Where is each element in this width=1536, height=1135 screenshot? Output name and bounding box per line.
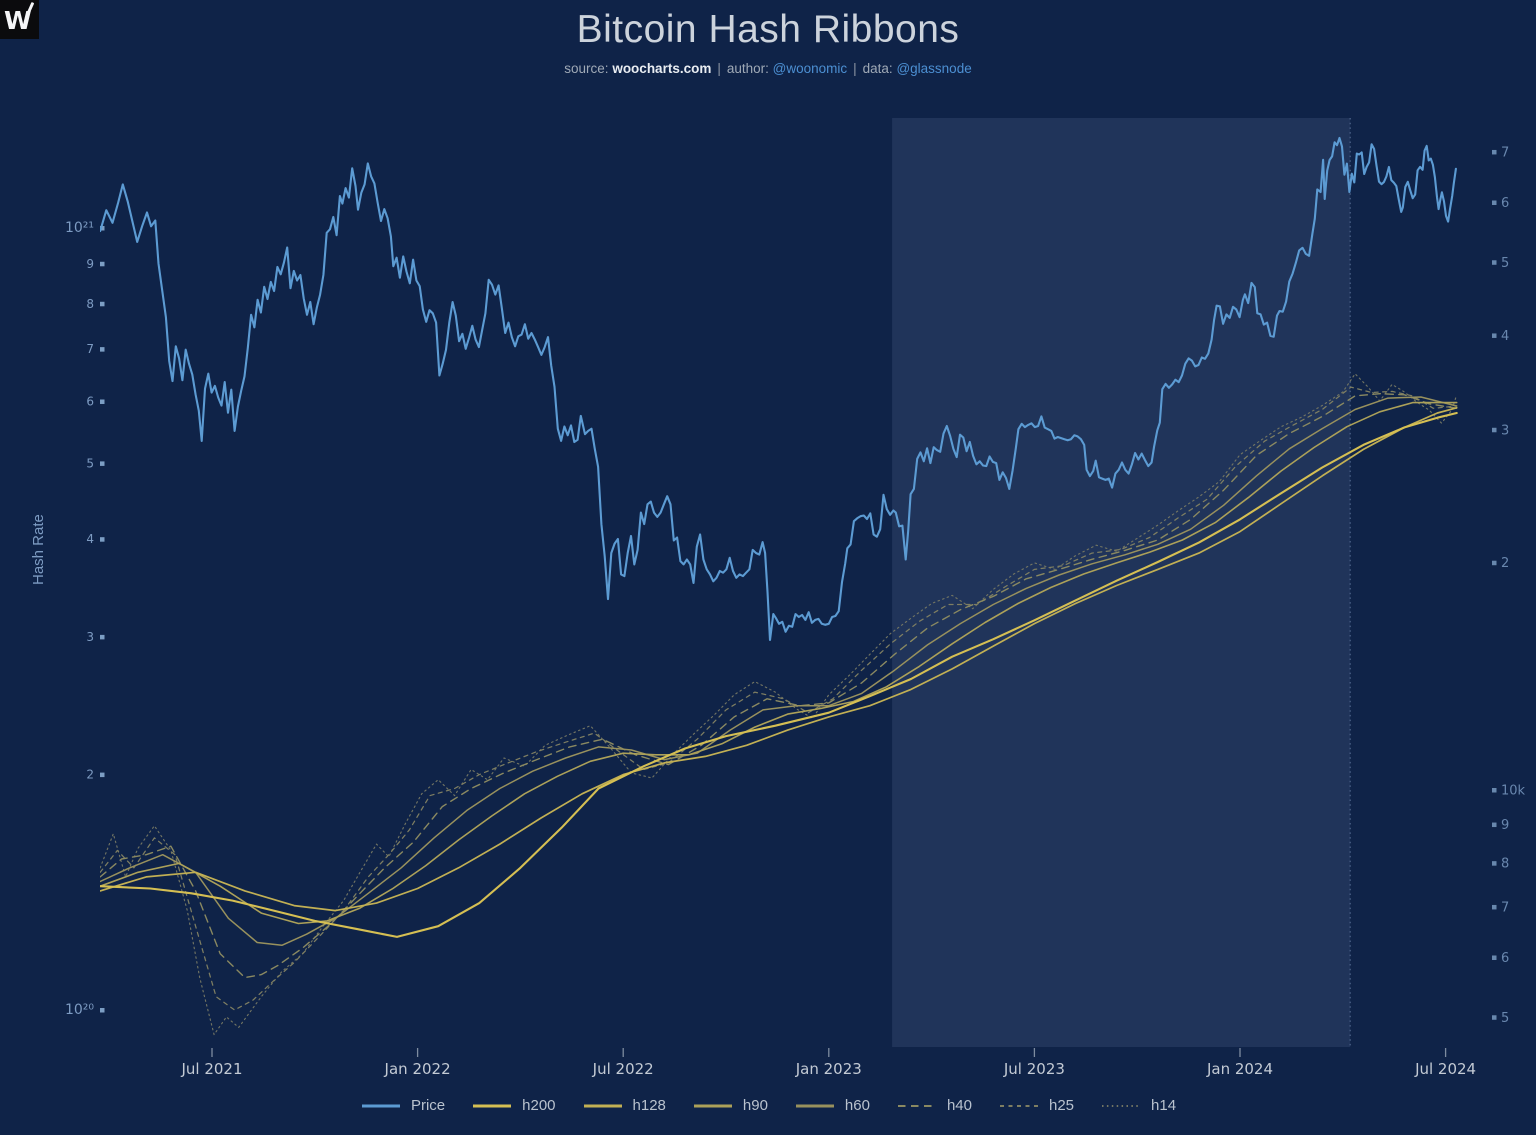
x-tick-label: Jul 2022 (592, 1060, 654, 1078)
y-right-tick-mark (1492, 560, 1497, 566)
y-left-tick-label: 10²⁰ (65, 1002, 94, 1018)
y-left-tick-mark (100, 261, 105, 267)
y-right-tick-label: 7 (1501, 145, 1509, 160)
divider-2: | (853, 61, 857, 76)
y-right-tick-label: 9 (1501, 818, 1509, 833)
legend-item-h200[interactable]: h200 (471, 1097, 556, 1114)
legend-item-h14[interactable]: h14 (1100, 1097, 1176, 1114)
source-label: source: (564, 61, 609, 76)
legend-item-h128[interactable]: h128 (582, 1097, 666, 1114)
y-right-tick-label: 3 (1501, 423, 1509, 438)
legend-label-h90: h90 (742, 1097, 768, 1114)
highlight-region (892, 118, 1351, 1047)
legend-label-h128: h128 (632, 1097, 666, 1114)
price-line (100, 136, 1457, 642)
ribbon-h128 (100, 406, 1458, 912)
x-tick-label: Jul 2023 (1003, 1060, 1065, 1078)
legend-label-h14: h14 (1151, 1097, 1177, 1114)
author-link[interactable]: @woonomic (772, 61, 848, 76)
page-title: Bitcoin Hash Ribbons (576, 8, 960, 51)
y-left-tick-mark (100, 226, 105, 231)
subtitle: source: woocharts.com | author: @woonomic |… (0, 61, 1536, 76)
y-left-tick-mark (100, 399, 105, 404)
legend-label-price: Price (410, 1097, 446, 1114)
ribbon-h90 (100, 401, 1458, 925)
y-right-tick-mark (1492, 955, 1497, 960)
ribbon-h25 (100, 386, 1458, 1011)
y-right-tick-label: 10k (1501, 784, 1526, 799)
y-left-tick-mark (100, 537, 105, 542)
y-right-tick-label: 8 (1501, 857, 1509, 872)
legend-item-h25[interactable]: h25 (998, 1097, 1074, 1114)
source-value: woocharts.com (612, 61, 712, 76)
legend-swatch-h25 (999, 1104, 1038, 1107)
y-left-tick-label: 4 (86, 532, 94, 546)
y-left-tick-mark (100, 347, 105, 352)
y-right-tick-mark (1492, 333, 1497, 338)
y-left-tick-label: 10²¹ (65, 220, 94, 236)
y-left-tick-label: 8 (86, 297, 94, 311)
y-right-tick-mark (1492, 427, 1497, 433)
x-tick-label: Jul 2024 (1414, 1060, 1476, 1078)
legend-label-h25: h25 (1048, 1097, 1075, 1114)
legend-item-h60[interactable]: h60 (794, 1097, 870, 1114)
y-left-tick-mark (100, 634, 105, 640)
x-tick-label: Jan 2023 (795, 1060, 862, 1078)
y-right-tick-label: 2 (1501, 556, 1509, 571)
y-right-tick-mark (1492, 822, 1497, 828)
legend-swatch-h40 (897, 1104, 936, 1107)
legend-swatch-h200 (473, 1104, 512, 1107)
y-right-tick-mark (1492, 788, 1497, 793)
legend-item-h40[interactable]: h40 (896, 1097, 972, 1114)
y-right-tick-mark (1492, 260, 1497, 265)
x-tick-label: Jan 2022 (384, 1060, 451, 1078)
y-right-tick-label: 5 (1501, 256, 1509, 271)
y-left-tick-mark (100, 1008, 105, 1013)
ribbon-h40 (100, 393, 1458, 979)
y-left-tick-label: 6 (86, 394, 94, 408)
data-label: data: (862, 61, 893, 76)
y-left-tick-label: 3 (86, 630, 94, 644)
legend-item-h90[interactable]: h90 (692, 1097, 768, 1114)
legend-label-h200: h200 (522, 1097, 556, 1114)
legend-item-price[interactable]: Price (360, 1097, 445, 1114)
legend-swatch-h128 (583, 1104, 622, 1107)
legend-label-h60: h60 (844, 1097, 870, 1114)
y-left-tick-label: 2 (86, 768, 94, 782)
x-tick-label: Jan 2024 (1206, 1060, 1273, 1078)
divider-1: | (717, 61, 721, 76)
y-right-tick-mark (1492, 861, 1497, 866)
data-source-link[interactable]: @glassnode (896, 61, 972, 76)
author-label: author: (726, 61, 769, 76)
y-right-tick-label: 4 (1501, 329, 1509, 344)
legend-swatch-price (361, 1104, 400, 1107)
y-right-tick-label: 7 (1501, 900, 1509, 915)
y-left-tick-label: 9 (86, 257, 94, 271)
y-right-tick-label: 5 (1501, 1011, 1509, 1026)
y-left-tick-label: 7 (86, 342, 94, 356)
header: Bitcoin Hash Ribbons source: woocharts.c… (0, 0, 1536, 76)
ribbon-h14 (100, 373, 1458, 1036)
y-right-tick-mark (1492, 200, 1497, 205)
y-left-tick-mark (100, 772, 105, 778)
legend-swatch-h14 (1102, 1104, 1141, 1107)
x-tick-label: Jul 2021 (180, 1060, 242, 1078)
y-right-tick-mark (1492, 904, 1497, 910)
ribbon-h60 (100, 396, 1458, 947)
y-right-tick-mark (1492, 149, 1497, 155)
ribbon-h200 (100, 411, 1458, 938)
y-left-tick-mark (100, 461, 105, 466)
y-right-tick-label: 6 (1501, 196, 1509, 211)
y-right-tick-mark (1492, 1015, 1497, 1020)
legend-label-h40: h40 (946, 1097, 972, 1114)
woocharts-logo[interactable]: W (0, 0, 39, 39)
y-left-tick-mark (100, 301, 105, 307)
y-left-tick-label: 5 (86, 456, 94, 470)
legend-swatch-h90 (693, 1104, 732, 1107)
chart-legend: Price h200 h128 h90 h60 h40 h25 h14 (0, 1097, 1536, 1114)
legend-swatch-h60 (795, 1104, 834, 1107)
y-right-tick-label: 6 (1501, 951, 1509, 966)
